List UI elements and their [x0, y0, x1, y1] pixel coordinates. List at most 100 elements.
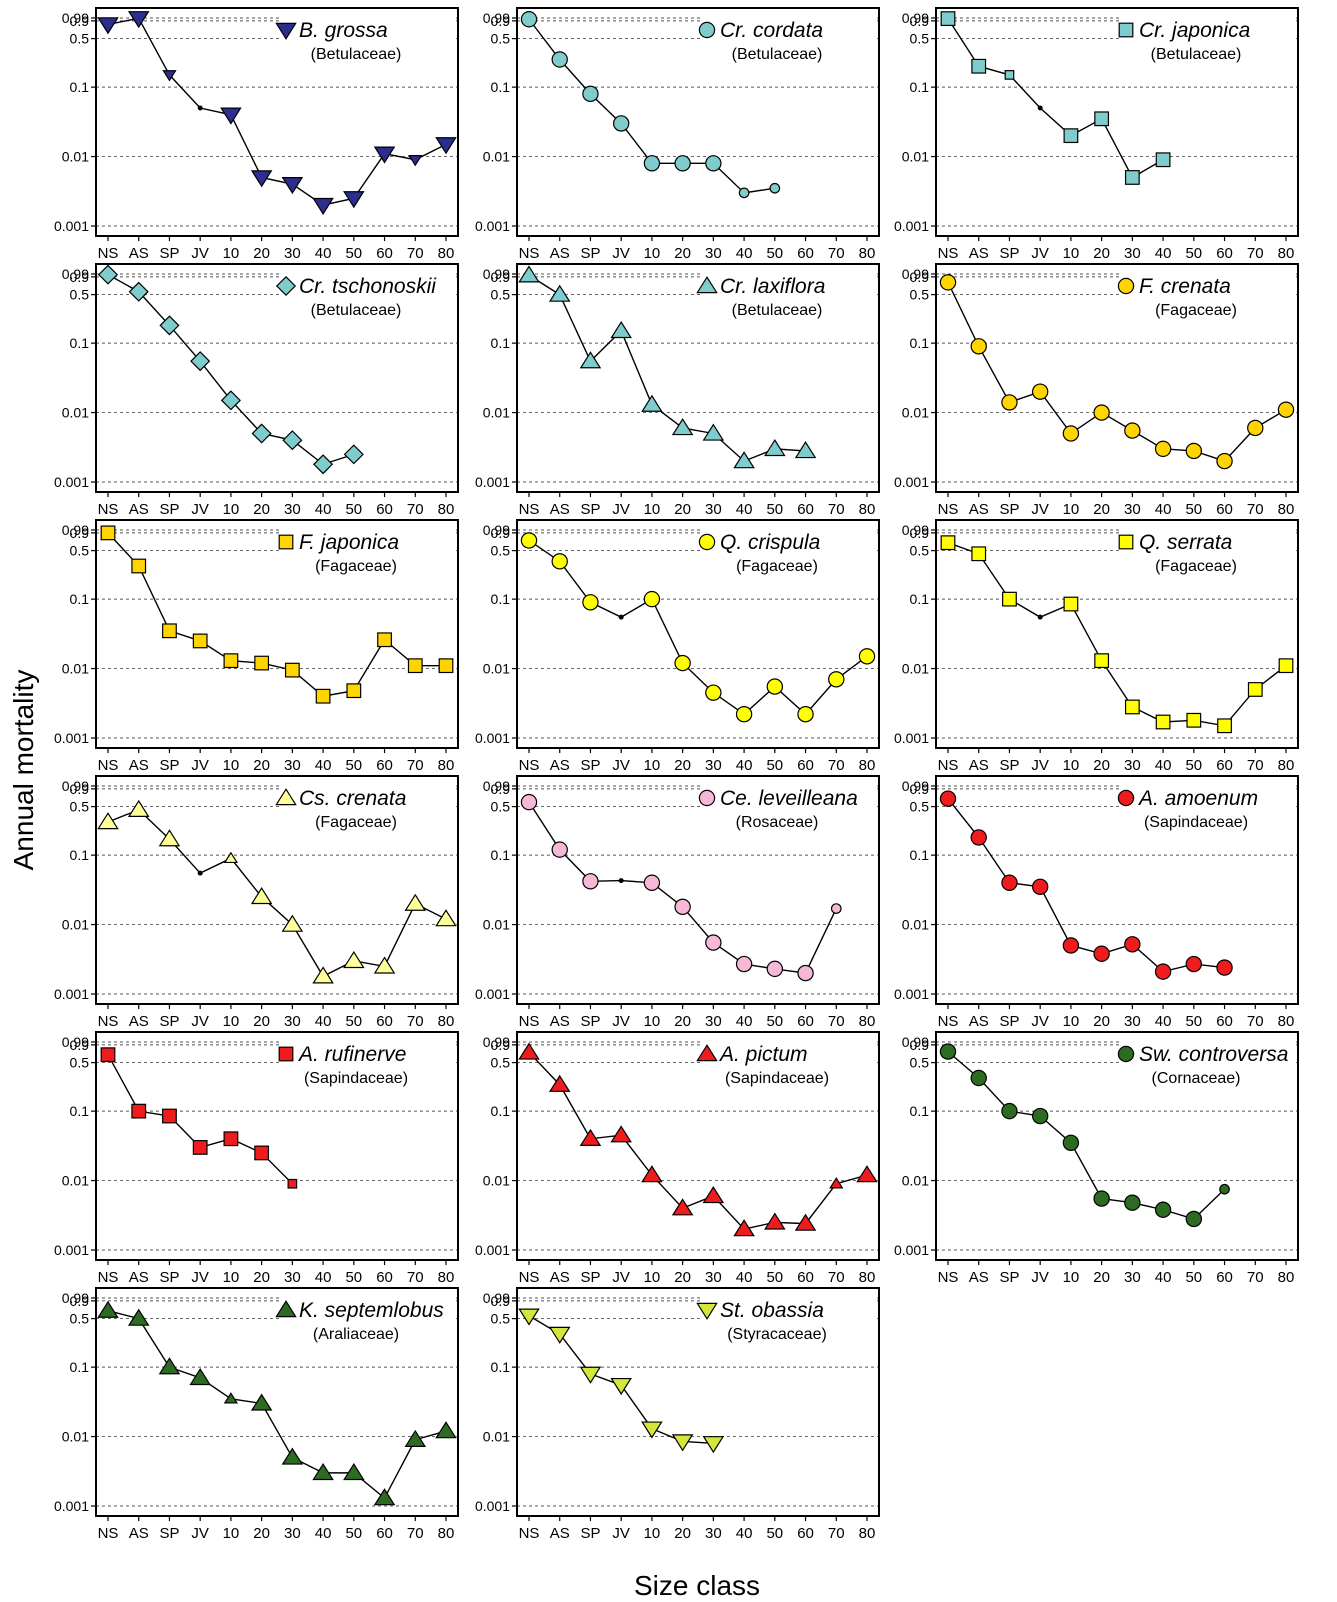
x-tick-label: 40: [315, 501, 332, 518]
family-name: (Betulaceae): [311, 46, 402, 63]
x-tick-label: SP: [580, 1269, 600, 1286]
species-name: A. amoenum: [1137, 787, 1258, 810]
x-tick-label: 40: [315, 757, 332, 774]
y-tick-label: 0.01: [62, 1173, 89, 1189]
x-tick-label: 20: [674, 245, 691, 262]
x-tick-label: 80: [1278, 1269, 1295, 1286]
x-tick-label: 80: [438, 757, 455, 774]
data-point: [131, 1103, 147, 1119]
legend-background: [1121, 272, 1293, 324]
x-tick-label: 20: [253, 501, 270, 518]
family-name: (Fagaceae): [1155, 302, 1237, 319]
x-tick-label: 50: [1185, 757, 1202, 774]
y-tick-label: 0.01: [902, 1173, 929, 1189]
data-point: [858, 648, 876, 665]
x-tick-label: 30: [284, 501, 301, 518]
legend-background: [702, 1040, 874, 1092]
x-tick-label: NS: [938, 1269, 959, 1286]
data-point: [1185, 1210, 1203, 1228]
y-tick-label: 0.1: [70, 1359, 90, 1375]
panel-k-septemlobus: 0.990.9 0.5 0.1 0.01 0.001 NS AS SP JV 10 20 30 40 50…: [54, 1287, 459, 1542]
data-point: [735, 955, 753, 973]
x-tick-label: JV: [612, 1525, 630, 1542]
data-point: [769, 182, 781, 194]
data-point: [1124, 422, 1141, 439]
x-tick-label: 40: [736, 1269, 753, 1286]
x-tick-label: 70: [828, 1269, 845, 1286]
x-tick-label: SP: [999, 757, 1019, 774]
species-name: A. pictum: [718, 1043, 808, 1066]
y-tick-label: 0.01: [62, 1429, 89, 1445]
plot-frame: [95, 1287, 459, 1517]
x-tick-label: 10: [1063, 501, 1080, 518]
family-name: (Araliaceae): [313, 1326, 399, 1343]
y-tick-label: 0.99: [483, 778, 510, 794]
data-point: [856, 1165, 878, 1183]
y-tick-label: 0.99: [62, 1034, 89, 1050]
species-name: B. grossa: [299, 19, 388, 42]
data-point: [1219, 1183, 1230, 1195]
x-tick-label: AS: [129, 1269, 149, 1286]
data-point-small: [197, 105, 203, 111]
x-tick-label: 50: [766, 501, 783, 518]
y-tick-label: 0.001: [54, 1242, 89, 1258]
x-tick-label: 60: [797, 757, 814, 774]
x-tick-label: SP: [159, 1525, 179, 1542]
data-point: [373, 956, 396, 974]
x-tick-label: AS: [550, 1013, 570, 1030]
data-point: [733, 1219, 755, 1237]
x-tick-label: AS: [969, 245, 989, 262]
y-tick-label: 0.99: [902, 522, 929, 538]
data-point: [1093, 404, 1110, 421]
x-tick-label: 80: [438, 1269, 455, 1286]
data-point: [641, 1421, 663, 1439]
x-tick-label: SP: [159, 245, 179, 262]
legend-marker: [698, 533, 716, 551]
x-tick-label: SP: [159, 757, 179, 774]
data-point: [518, 1308, 540, 1326]
y-tick-label: 0.01: [902, 917, 929, 933]
x-tick-label: 40: [1155, 757, 1172, 774]
family-name: (Fagaceae): [315, 814, 397, 831]
data-point: [610, 1377, 632, 1396]
x-tick-label: 20: [674, 1269, 691, 1286]
data-point: [97, 17, 119, 35]
x-tick-label: 20: [1093, 245, 1110, 262]
data-point: [404, 893, 427, 911]
x-tick-label: 10: [644, 245, 661, 262]
x-tick-label: 10: [644, 1269, 661, 1286]
data-point: [735, 706, 753, 723]
y-axis-title: Annual mortality: [8, 670, 39, 871]
x-tick-label: 50: [766, 1269, 783, 1286]
y-tick-label: 0.9: [910, 269, 930, 285]
y-tick-label: 0.01: [483, 149, 510, 165]
data-point: [674, 898, 691, 916]
x-tick-label: NS: [98, 1269, 119, 1286]
x-tick-label: 10: [223, 1525, 240, 1542]
data-point: [159, 315, 180, 336]
data-point: [1247, 682, 1263, 697]
legend-background: [702, 16, 874, 68]
x-tick-label: NS: [519, 1269, 540, 1286]
data-point: [250, 170, 273, 188]
legend-background: [1121, 1040, 1293, 1092]
x-tick-label: 20: [253, 1013, 270, 1030]
data-point: [97, 264, 119, 285]
data-point: [1004, 70, 1015, 80]
x-tick-label: 40: [1155, 1269, 1172, 1286]
x-tick-label: 50: [766, 1525, 783, 1542]
x-tick-label: 80: [859, 1525, 876, 1542]
family-name: (Betulaceae): [311, 302, 402, 319]
data-point: [579, 1366, 602, 1384]
data-point: [1278, 658, 1294, 674]
plot-frame: [935, 263, 1299, 493]
x-tick-label: 60: [1216, 757, 1233, 774]
x-tick-label: 50: [345, 1013, 362, 1030]
data-point: [1185, 955, 1203, 973]
data-point: [674, 654, 691, 672]
x-tick-label: 50: [766, 1013, 783, 1030]
panel-cr-japonica: 0.990.9 0.5 0.1 0.01 0.001 NS AS SP JV 10 20 30 40 50…: [894, 7, 1299, 262]
y-tick-label: 0.9: [491, 525, 511, 541]
legend-marker: [696, 276, 718, 294]
x-tick-label: SP: [159, 1269, 179, 1286]
